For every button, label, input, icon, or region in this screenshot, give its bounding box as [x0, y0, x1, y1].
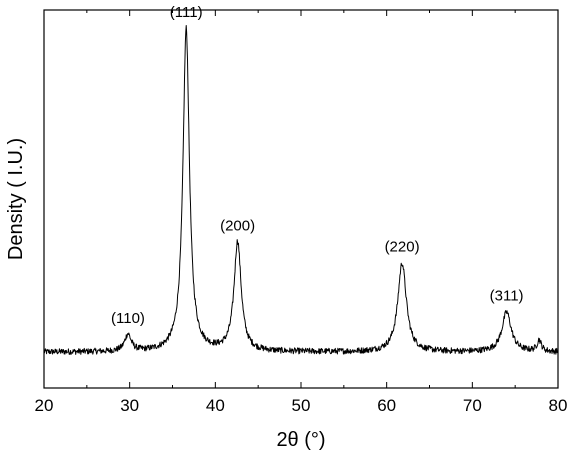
- x-tick-label: 30: [120, 396, 139, 415]
- x-tick-label: 50: [292, 396, 311, 415]
- xrd-pattern-series: [43, 25, 559, 356]
- peak-label: (200): [220, 217, 255, 234]
- y-axis-title: Density ( I.U.): [5, 138, 27, 260]
- peak-label: (110): [111, 310, 145, 327]
- peak-label: (220): [385, 238, 420, 255]
- peak-label: (311): [490, 287, 524, 304]
- x-axis-title: 2θ (°): [276, 429, 325, 451]
- x-tick-label: 60: [377, 396, 396, 415]
- peak-labels: (110) (111) (200) (220) (311): [111, 4, 524, 327]
- x-tick-label: 70: [463, 396, 482, 415]
- peak-label: (111): [170, 4, 203, 21]
- x-tick-label: 80: [549, 396, 568, 415]
- plot-frame: [43, 9, 559, 389]
- x-axis-tick-labels: 20 30 40 50 60 70 80: [35, 396, 568, 415]
- x-tick-label: 40: [206, 396, 225, 415]
- x-tick-label: 20: [35, 396, 54, 415]
- x-axis-ticks: [43, 10, 559, 388]
